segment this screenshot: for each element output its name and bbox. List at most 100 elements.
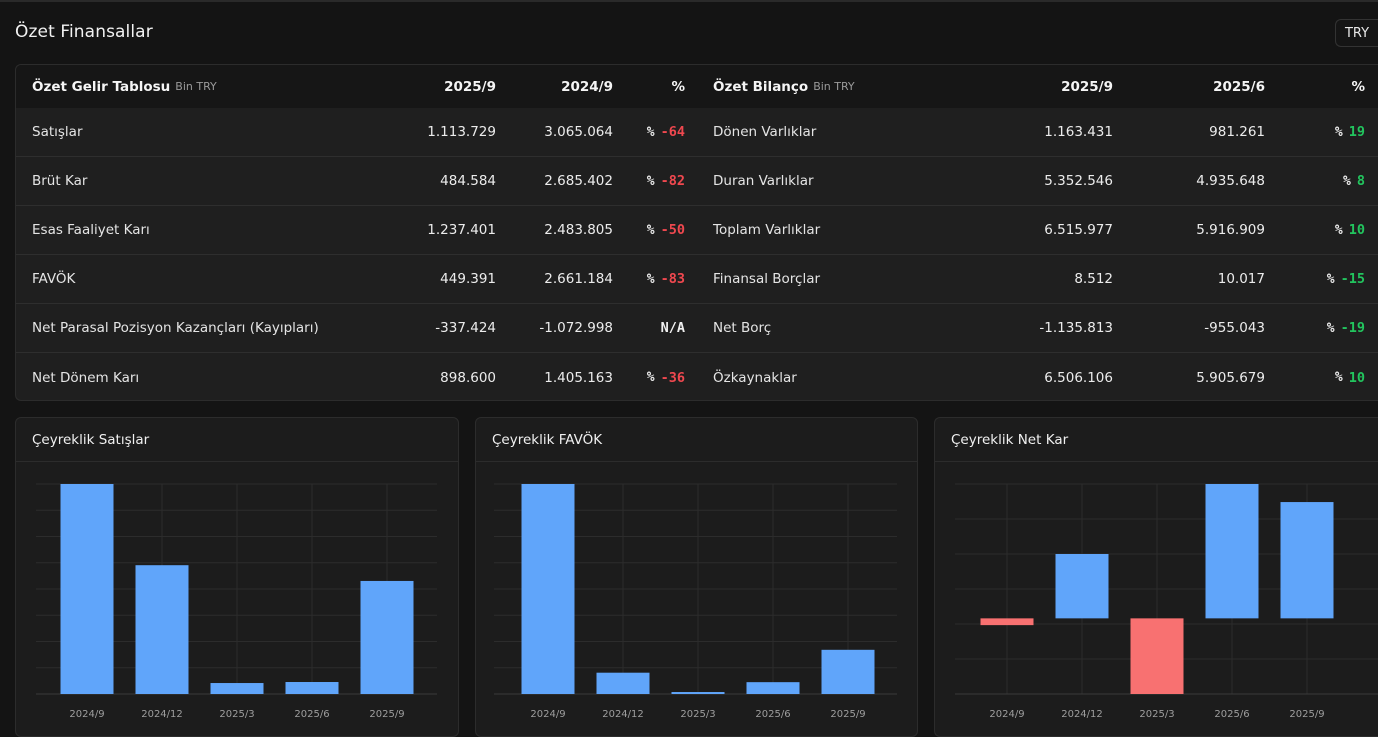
table-row: FAVÖK 449.391 2.661.184 % -83 Finansal B… xyxy=(16,255,1378,304)
income-row-current: 1.113.729 xyxy=(427,124,496,140)
bar-2024-12[interactable] xyxy=(1055,554,1109,619)
income-row-current: 484.584 xyxy=(440,173,496,189)
x-tick-label: 2024/12 xyxy=(1061,709,1103,720)
bar-2025-9[interactable] xyxy=(1280,502,1334,619)
balance-row-current: 6.506.106 xyxy=(1044,369,1113,386)
balance-row-current: 5.352.546 xyxy=(1044,173,1113,189)
x-tick-label: 2025/3 xyxy=(1139,709,1174,720)
bar-2025-9[interactable] xyxy=(821,649,875,694)
quarterly-net-income-chart-card: Çeyreklik Net Kar 2024/9 2024/12 2025/3 202… xyxy=(934,417,1378,737)
income-row-change: % -64 xyxy=(626,108,685,156)
balance-col-current: 2025/9 xyxy=(1061,78,1113,95)
income-row-current: 898.600 xyxy=(440,369,496,386)
chart-title: Çeyreklik FAVÖK xyxy=(492,432,603,448)
table-row: Satışlar 1.113.729 3.065.064 % -64 Dönen… xyxy=(16,108,1378,157)
income-row-previous: 3.065.064 xyxy=(544,124,613,140)
bar-2025-9[interactable] xyxy=(360,580,414,694)
bar-2025-3[interactable] xyxy=(671,692,725,694)
balance-row-change: % 8 xyxy=(1296,157,1365,205)
balance-row-change: % -19 xyxy=(1296,304,1365,352)
table-row: Esas Faaliyet Karı 1.237.401 2.483.805 %… xyxy=(16,206,1378,255)
table-row: Net Dönem Karı 898.600 1.405.163 % -36 Ö… xyxy=(16,353,1378,400)
percent-value: N/A xyxy=(660,320,685,336)
bar-2025-3[interactable] xyxy=(210,683,264,694)
percent-sign: % xyxy=(1334,370,1343,385)
percent-sign: % xyxy=(646,370,655,385)
x-tick-label: 2024/12 xyxy=(602,709,644,720)
balance-row-previous: 10.017 xyxy=(1217,271,1265,287)
balance-row-label: Toplam Varlıklar xyxy=(713,222,821,238)
table-row: Brüt Kar 484.584 2.685.402 % -82 Duran V… xyxy=(16,157,1378,206)
percent-sign: % xyxy=(1334,124,1343,140)
income-row-current: 449.391 xyxy=(440,271,496,287)
top-divider xyxy=(0,0,1378,2)
chart-header: Çeyreklik Satışlar xyxy=(16,418,458,462)
balance-row-label: Finansal Borçlar xyxy=(713,271,821,287)
x-tick-label: 2024/9 xyxy=(530,709,565,720)
balance-sheet-header: Özet Bilanço Bin TRY xyxy=(713,65,1013,108)
percent-value: -19 xyxy=(1340,320,1365,336)
balance-sheet-title: Özet Bilanço xyxy=(713,78,809,95)
bar-2024-9[interactable] xyxy=(60,484,114,694)
x-tick-label: 2025/6 xyxy=(755,709,790,720)
quarterly-sales-chart: 2024/9 2024/12 2025/3 2025/6 2025/9 xyxy=(36,483,437,720)
income-row-change: % -83 xyxy=(626,255,685,303)
balance-col-percent: % xyxy=(1351,78,1365,95)
bar-2025-6[interactable] xyxy=(285,682,339,694)
page-title: Özet Finansallar xyxy=(15,22,153,42)
bar-2025-3[interactable] xyxy=(1130,618,1184,694)
percent-value: -15 xyxy=(1340,271,1365,287)
income-row-previous: 2.661.184 xyxy=(544,271,613,287)
x-tick-label: 2025/9 xyxy=(369,709,404,720)
percent-value: -64 xyxy=(660,124,685,140)
bar-2024-12[interactable] xyxy=(596,672,650,694)
balance-row-label: Duran Varlıklar xyxy=(713,173,814,189)
income-row-label: Net Dönem Karı xyxy=(32,369,140,386)
income-row-change: % -50 xyxy=(626,206,685,254)
table-row: Net Parasal Pozisyon Kazançları (Kayıpla… xyxy=(16,304,1378,353)
balance-col-previous: 2025/6 xyxy=(1213,78,1265,95)
balance-row-previous: 5.905.679 xyxy=(1196,369,1265,386)
percent-value: 8 xyxy=(1356,173,1365,189)
balance-row-previous: 4.935.648 xyxy=(1196,173,1265,189)
quarterly-ebitda-chart: 2024/9 2024/12 2025/3 2025/6 2025/9 xyxy=(494,483,897,720)
bar-2024-12[interactable] xyxy=(135,565,189,694)
percent-sign: % xyxy=(1343,173,1351,189)
balance-row-change: % 19 xyxy=(1296,108,1365,156)
quarterly-ebitda-chart-card: Çeyreklik FAVÖK 2024/9 2024/12 2025/3 2025/… xyxy=(475,417,918,737)
x-tick-label: 2024/9 xyxy=(69,709,104,720)
income-row-change: % -36 xyxy=(626,353,685,400)
bar-2024-9[interactable] xyxy=(521,484,575,694)
x-tick-label: 2025/6 xyxy=(1214,709,1249,720)
balance-row-change: % 10 xyxy=(1296,353,1365,400)
income-unit-label: Bin TRY xyxy=(175,80,217,93)
percent-value: -36 xyxy=(660,369,685,386)
balance-row-label: Dönen Varlıklar xyxy=(713,124,817,140)
income-statement-header: Özet Gelir Tablosu Bin TRY xyxy=(32,65,332,108)
percent-value: 10 xyxy=(1348,222,1365,238)
income-row-previous: -1.072.998 xyxy=(539,320,613,336)
percent-sign: % xyxy=(1334,222,1343,238)
income-row-previous: 2.483.805 xyxy=(544,222,613,238)
income-row-label: Net Parasal Pozisyon Kazançları (Kayıpla… xyxy=(32,320,319,336)
currency-selector-button[interactable]: TRY xyxy=(1335,19,1378,47)
chart-header: Çeyreklik Net Kar xyxy=(935,418,1378,462)
balance-row-current: 1.163.431 xyxy=(1044,124,1113,140)
percent-value: -50 xyxy=(660,222,685,238)
percent-value: 19 xyxy=(1348,124,1365,140)
bar-2025-6[interactable] xyxy=(746,682,800,694)
bar-2025-6[interactable] xyxy=(1205,484,1259,619)
balance-row-current: -1.135.813 xyxy=(1039,320,1113,336)
chart-header: Çeyreklik FAVÖK xyxy=(476,418,917,462)
balance-row-change: % -15 xyxy=(1296,255,1365,303)
balance-row-previous: 5.916.909 xyxy=(1196,222,1265,238)
income-col-current: 2025/9 xyxy=(444,78,496,95)
bar-2024-9[interactable] xyxy=(980,618,1034,626)
percent-value: -82 xyxy=(660,173,685,189)
chart-title: Çeyreklik Net Kar xyxy=(951,432,1069,448)
percent-sign: % xyxy=(646,271,655,287)
x-tick-label: 2025/6 xyxy=(294,709,329,720)
income-row-previous: 1.405.163 xyxy=(544,369,613,386)
income-row-label: FAVÖK xyxy=(32,271,76,287)
x-tick-label: 2025/9 xyxy=(830,709,865,720)
